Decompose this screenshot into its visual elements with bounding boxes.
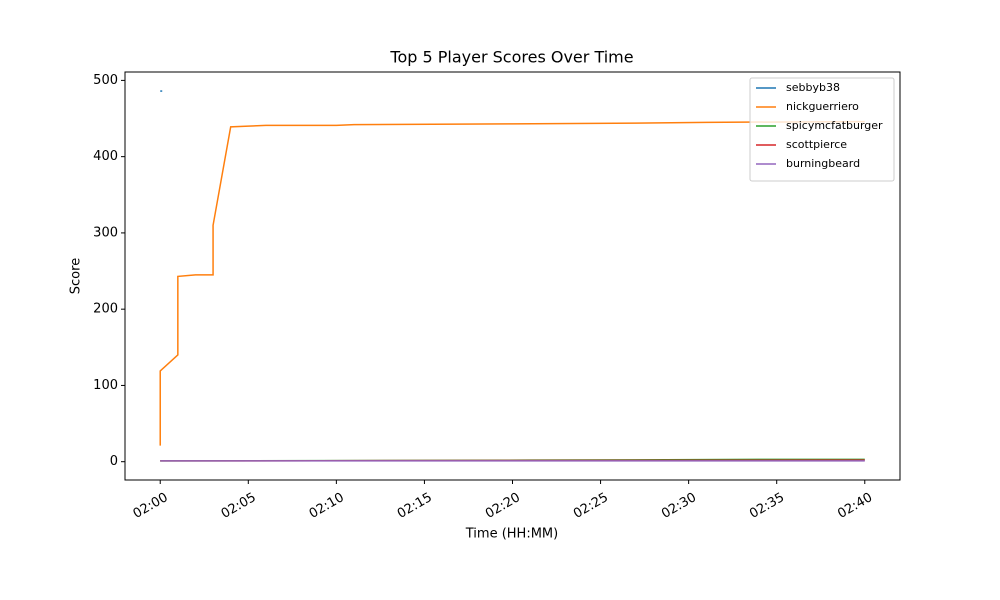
series-line <box>159 120 865 446</box>
x-tick-label: 02:20 <box>483 490 523 522</box>
x-tick-label: 02:15 <box>395 490 435 522</box>
legend-label: sebbyb38 <box>786 81 840 94</box>
y-tick-label: 200 <box>93 302 118 317</box>
y-tick-label: 0 <box>110 454 118 469</box>
legend-label: nickguerriero <box>786 100 859 113</box>
x-tick-label: 02:10 <box>307 490 347 522</box>
y-axis-label: Score <box>69 258 84 294</box>
x-tick-label: 02:30 <box>659 490 699 522</box>
legend-label: burningbeard <box>786 157 860 170</box>
y-tick-label: 400 <box>93 149 118 164</box>
y-tick-label: 300 <box>93 225 118 240</box>
x-tick-label: 02:35 <box>747 490 787 522</box>
y-tick-label: 500 <box>93 73 118 88</box>
x-axis-label: Time (HH:MM) <box>465 527 558 542</box>
chart-title: Top 5 Player Scores Over Time <box>389 48 633 67</box>
x-tick-label: 02:25 <box>571 490 611 522</box>
legend-label: scottpierce <box>786 138 847 151</box>
x-tick-label: 02:05 <box>219 490 259 522</box>
legend-label: spicymcfatburger <box>786 119 883 132</box>
legend-box <box>749 77 895 182</box>
x-tick-label: 02:40 <box>835 490 875 522</box>
y-tick-label: 100 <box>93 378 118 393</box>
x-tick-label: 02:00 <box>131 490 171 522</box>
